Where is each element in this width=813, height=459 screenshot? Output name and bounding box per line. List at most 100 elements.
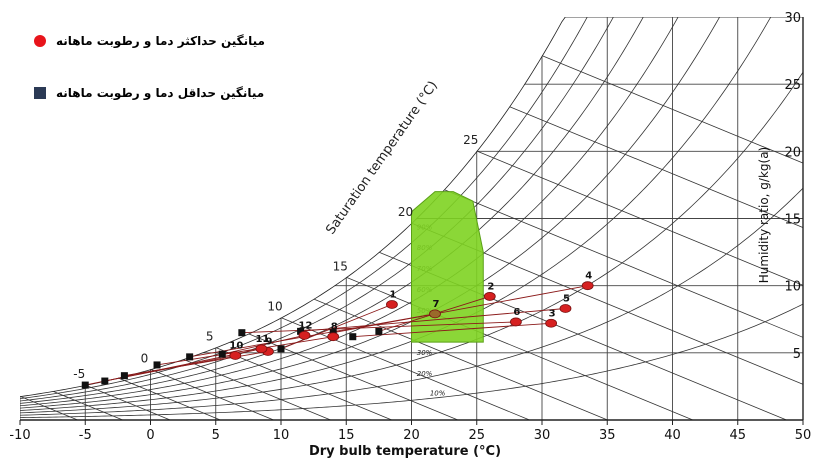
legend-item-min: میانگین حداقل دما و رطوبت ماهانه bbox=[34, 86, 264, 100]
saturation-temperature-line bbox=[20, 395, 78, 420]
x-tick-label: -5 bbox=[79, 428, 92, 443]
saturation-tick-label: 0 bbox=[141, 351, 149, 365]
saturation-temperature-line bbox=[182, 358, 331, 420]
max-point-marker bbox=[327, 332, 340, 342]
saturation-temperature-line bbox=[313, 298, 608, 420]
x-tick-label: 25 bbox=[468, 428, 485, 443]
saturation-temperature-line bbox=[346, 276, 694, 420]
month-link-line bbox=[124, 351, 269, 377]
saturation-temperature-line bbox=[117, 377, 221, 420]
min-point-marker bbox=[101, 377, 109, 385]
min-point-marker bbox=[218, 350, 226, 358]
rh-curve bbox=[20, 17, 778, 411]
saturation-tick-label: 15 bbox=[333, 259, 348, 273]
point-label: 1 bbox=[389, 289, 396, 300]
saturation-temperature-line bbox=[509, 106, 803, 420]
point-label: 6 bbox=[513, 307, 520, 318]
max-point-marker bbox=[229, 351, 242, 360]
point-label: 2 bbox=[487, 281, 494, 292]
min-point-marker bbox=[375, 327, 383, 335]
saturation-temperature-line bbox=[85, 384, 171, 420]
max-point-marker bbox=[298, 330, 311, 340]
saturation-tick-label: -5 bbox=[73, 367, 85, 381]
saturation-temperature-line bbox=[443, 189, 803, 420]
x-tick-label: 10 bbox=[273, 428, 290, 443]
x-tick-label: 35 bbox=[599, 428, 616, 443]
rh-curve bbox=[20, 187, 803, 416]
month-link-line bbox=[333, 285, 588, 334]
saturation-temperature-line bbox=[411, 222, 803, 420]
legend-label-max: میانگین حداکثر دما و رطوبت ماهانه bbox=[56, 34, 265, 48]
saturation-temperature-line bbox=[541, 55, 803, 420]
comfort-zone bbox=[411, 191, 484, 343]
legend-item-max: میانگین حداکثر دما و رطوبت ماهانه bbox=[34, 34, 265, 48]
rh-curve-label: 30% bbox=[417, 349, 433, 357]
x-tick-label: 20 bbox=[403, 428, 420, 443]
saturation-temperature-line bbox=[52, 390, 123, 420]
rh-curve bbox=[20, 17, 651, 404]
rh-curve-label: 20% bbox=[417, 370, 433, 378]
rh-curve bbox=[20, 17, 726, 409]
rh-curve bbox=[20, 17, 686, 407]
month-link-line bbox=[241, 321, 516, 334]
point-label: 10 bbox=[229, 341, 243, 352]
x-tick-label: 0 bbox=[146, 428, 154, 443]
point-label: 9 bbox=[265, 336, 272, 347]
point-label: 4 bbox=[585, 271, 592, 282]
saturation-tick-label: 25 bbox=[463, 133, 478, 147]
min-point-marker bbox=[297, 327, 305, 335]
min-point-marker bbox=[120, 372, 128, 380]
x-tick-label: 30 bbox=[534, 428, 551, 443]
month-link-line bbox=[300, 308, 566, 332]
max-point-marker bbox=[510, 317, 522, 327]
y-tick-label: 20 bbox=[784, 145, 801, 160]
month-link-line bbox=[280, 304, 393, 350]
point-label: 8 bbox=[331, 322, 338, 333]
point-label: 12 bbox=[299, 320, 313, 331]
min-point-marker bbox=[153, 361, 161, 369]
saturation-temperature-line bbox=[280, 317, 530, 420]
rh-curve bbox=[20, 72, 803, 414]
comfort-zone-area bbox=[411, 191, 484, 343]
max-point-marker bbox=[255, 344, 268, 354]
y-tick-label: 10 bbox=[784, 280, 801, 295]
saturation-temperature-line bbox=[150, 368, 274, 420]
rh-curve-label: 10% bbox=[430, 390, 446, 398]
x-tick-label: 40 bbox=[664, 428, 681, 443]
max-point-marker bbox=[429, 309, 441, 319]
min-point-marker bbox=[349, 333, 357, 341]
point-label: 7 bbox=[433, 299, 440, 310]
min-point-marker bbox=[277, 345, 285, 353]
saturation-temperature-lines bbox=[20, 55, 803, 420]
x-tick-label: 15 bbox=[338, 428, 355, 443]
max-point-marker bbox=[545, 318, 558, 328]
saturation-temperature-line bbox=[476, 150, 803, 420]
red-circle-icon bbox=[34, 35, 46, 47]
saturation-tick-label: 10 bbox=[267, 300, 282, 314]
y-axis-label: Humidity ratio, g/kg(a) bbox=[757, 147, 771, 283]
y-tick-label: 25 bbox=[784, 78, 801, 93]
x-tick-label: -10 bbox=[9, 428, 30, 443]
rh-curve bbox=[20, 17, 621, 402]
y-tick-label: 30 bbox=[784, 11, 801, 26]
point-label: 3 bbox=[549, 308, 556, 319]
max-point-marker bbox=[559, 304, 572, 313]
max-point-marker bbox=[483, 292, 496, 301]
max-point-marker bbox=[581, 281, 594, 291]
saturation-temperature-line bbox=[215, 347, 393, 420]
max-point-marker bbox=[386, 300, 398, 309]
y-tick-label: 15 bbox=[784, 213, 801, 228]
rh-curve bbox=[20, 17, 595, 400]
y-tick-label: 5 bbox=[793, 347, 801, 362]
month-connecting-lines bbox=[85, 285, 588, 386]
dark-square-icon bbox=[34, 87, 46, 99]
x-axis-label: Dry bulb temperature (°C) bbox=[309, 444, 501, 459]
min-point-marker bbox=[238, 329, 246, 337]
point-label: 11 bbox=[255, 334, 269, 345]
x-tick-label: 5 bbox=[212, 428, 220, 443]
min-point-marker bbox=[81, 381, 89, 389]
point-label: 5 bbox=[563, 294, 570, 305]
